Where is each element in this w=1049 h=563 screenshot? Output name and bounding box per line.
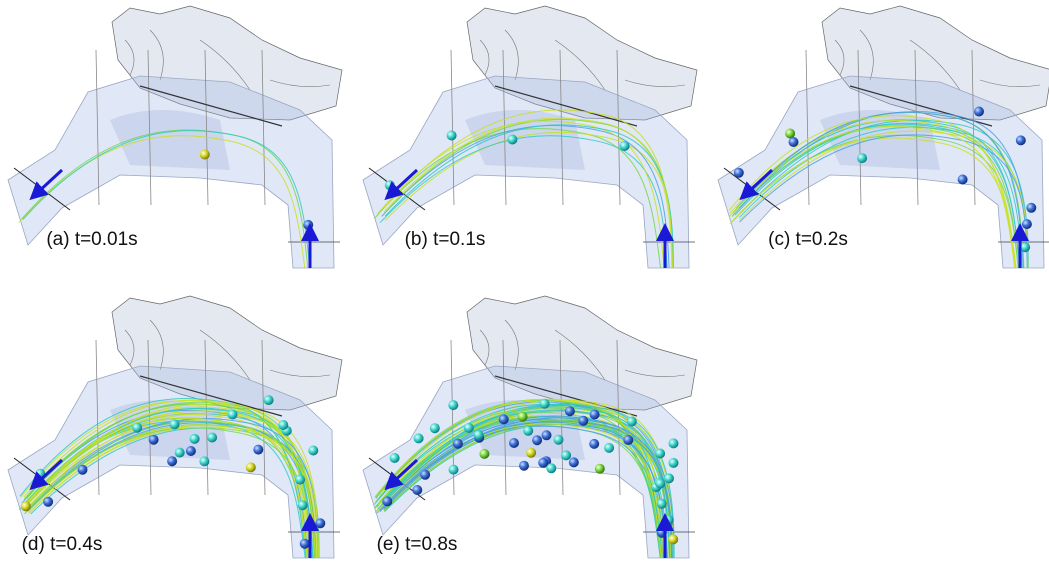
particle xyxy=(655,479,665,489)
particle xyxy=(303,220,313,230)
particle xyxy=(308,446,318,456)
panel-caption: (a) t=0.01s xyxy=(46,229,137,250)
particle xyxy=(664,473,674,483)
particle xyxy=(627,417,637,427)
particle xyxy=(669,438,679,448)
particle xyxy=(149,435,159,445)
particle xyxy=(546,463,556,473)
particle xyxy=(412,485,422,495)
particle xyxy=(655,449,665,459)
particle xyxy=(190,434,200,444)
particle xyxy=(474,430,484,440)
particle xyxy=(507,135,517,145)
panel-caption: (c) t=0.2s xyxy=(768,229,848,250)
particle xyxy=(170,419,180,429)
particle xyxy=(43,497,53,507)
particle xyxy=(390,453,400,463)
particle xyxy=(538,458,548,468)
particle xyxy=(464,423,474,433)
particle xyxy=(526,448,536,458)
particle xyxy=(532,435,542,445)
panel-caption: (d) t=0.4s xyxy=(22,534,103,555)
particle xyxy=(540,399,550,409)
particle xyxy=(554,435,564,445)
particle xyxy=(228,410,238,420)
particle xyxy=(1026,203,1036,213)
particle xyxy=(589,439,599,449)
particle xyxy=(278,420,288,430)
particle xyxy=(565,406,575,416)
particle xyxy=(668,534,678,544)
particle xyxy=(578,416,588,426)
particle xyxy=(857,153,867,163)
particle xyxy=(447,131,457,141)
panel xyxy=(363,296,697,558)
particle xyxy=(590,410,600,420)
particle xyxy=(199,456,209,466)
particle xyxy=(569,457,579,467)
particle xyxy=(499,414,509,424)
particle xyxy=(1020,242,1030,252)
particle xyxy=(669,458,679,468)
particle xyxy=(974,107,984,117)
particle xyxy=(264,395,274,405)
particle xyxy=(300,539,310,549)
particle xyxy=(449,465,459,475)
panel-caption: (b) t=0.1s xyxy=(405,229,486,250)
particle xyxy=(519,461,529,471)
particle xyxy=(298,500,308,510)
particle xyxy=(657,499,667,509)
particle xyxy=(1016,135,1026,145)
particle xyxy=(186,446,196,456)
particle xyxy=(523,426,533,436)
particle xyxy=(561,450,571,460)
particle xyxy=(604,443,614,453)
particle xyxy=(246,462,256,472)
particle xyxy=(430,423,440,433)
particle xyxy=(1022,219,1032,229)
particle xyxy=(518,412,528,422)
particle xyxy=(175,448,185,458)
particle xyxy=(785,129,795,139)
particle xyxy=(315,518,325,528)
particle xyxy=(789,137,799,147)
particle xyxy=(509,438,519,448)
particle xyxy=(414,433,424,443)
particle xyxy=(453,439,463,449)
particle xyxy=(132,423,142,433)
particle xyxy=(542,430,552,440)
particle xyxy=(420,470,430,480)
figure: (a) t=0.01s (b) t=0.1s (c) t=0.2s (d) t=0.4… xyxy=(0,0,1049,563)
panel xyxy=(8,296,342,558)
particle xyxy=(295,475,305,485)
particle xyxy=(21,501,31,511)
particle xyxy=(253,445,263,455)
particle xyxy=(479,449,489,459)
particle xyxy=(620,141,630,151)
panel-caption: (e) t=0.8s xyxy=(377,534,458,555)
particle xyxy=(734,168,744,178)
particle xyxy=(595,464,605,474)
particle xyxy=(78,465,88,475)
particle xyxy=(382,496,392,506)
particle xyxy=(200,150,210,160)
particle xyxy=(167,456,177,466)
particle xyxy=(958,175,968,185)
particle xyxy=(448,400,458,410)
particle xyxy=(623,435,633,445)
particle xyxy=(385,180,395,190)
particle xyxy=(207,433,217,443)
